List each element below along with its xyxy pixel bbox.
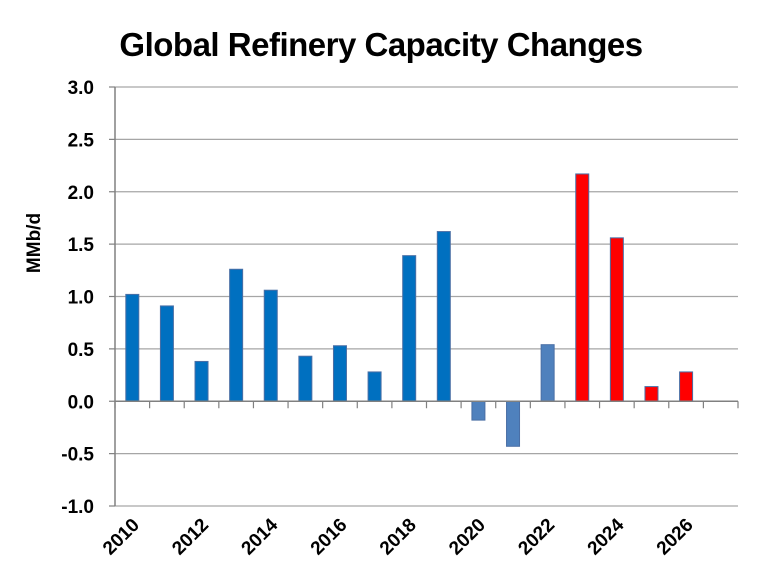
chart-title: Global Refinery Capacity Changes [119,26,643,63]
gridlines [115,86,738,507]
bar-2019 [436,231,451,402]
y-tick-label: -0.5 [61,445,94,466]
y-tick-label: 0.0 [68,392,94,413]
bar-2018 [402,255,417,402]
bar-2013 [229,268,244,402]
bar-2016 [332,345,347,402]
x-tick-label: 2022 [514,515,559,560]
y-tick-label: -1.0 [61,497,94,518]
y-tick-label: 1.5 [68,235,95,256]
bar-2024 [609,237,624,402]
bar-2025 [644,386,659,402]
y-tick-label: 2.0 [68,183,94,204]
x-tick-label: 2012 [168,515,213,560]
x-tick-label: 2020 [445,515,490,560]
y-tick-label: 2.5 [68,130,95,151]
y-tick-label: 1.0 [68,288,94,309]
x-tick-label: 2018 [376,515,421,560]
y-tick-label: 3.0 [68,78,94,99]
x-tick-label: 2026 [653,515,698,560]
x-tick-label: 2010 [99,515,144,560]
bar-2026 [679,371,694,402]
y-tick-labels: -1.0 -0.5 0.0 0.5 1.0 1.5 2.0 2.5 3.0 [61,78,94,518]
axes [109,86,739,507]
bar-2023 [575,173,590,402]
bar-2011 [159,305,174,402]
bar-2022 [540,344,555,402]
bar-2012 [194,360,209,402]
x-tick-label: 2014 [238,514,283,559]
x-tick-labels: 2010 2012 2014 2016 2018 2020 2022 2024 2026 [99,514,698,559]
y-tick-label: 0.5 [68,340,95,361]
bar-2021 [506,400,521,447]
bar-2017 [367,371,382,402]
bar-2020 [471,400,486,421]
y-axis-label: MMb/d [24,213,45,273]
x-tick-label: 2016 [307,515,352,560]
bar-2015 [298,355,313,402]
bars [125,173,694,447]
x-tick-label: 2024 [584,514,629,559]
bar-2014 [263,289,278,402]
bar-2010 [125,293,140,402]
